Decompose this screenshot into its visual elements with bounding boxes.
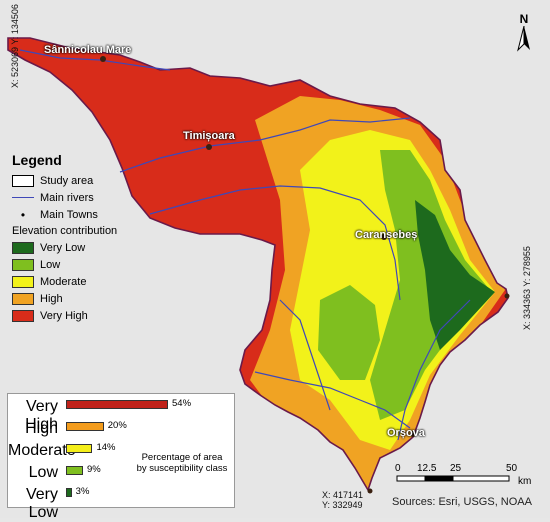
scale-tick-25: 25 <box>450 463 462 474</box>
legend-rivers-label: Main rivers <box>40 191 94 204</box>
bar-very-high <box>66 400 168 409</box>
bar-category-very-high: Very High <box>25 398 58 433</box>
bar-category-very-low: Very Low <box>25 486 58 521</box>
north-arrow-icon <box>517 25 530 52</box>
bar-category-low: Low <box>28 464 58 481</box>
main-rivers <box>19 49 471 441</box>
scale-bar <box>396 475 510 482</box>
high-swatch <box>12 292 34 305</box>
town-label-sannicolau-mare: Sânnicolau Mare <box>44 44 132 56</box>
low-swatch <box>12 258 34 271</box>
bar-label-moderate: 14% <box>96 442 116 453</box>
bar-label-high: 20% <box>107 420 127 431</box>
coordinate-south: X: 417141 Y: 332949 <box>322 490 364 510</box>
legend-class-label: Low <box>40 258 61 271</box>
legend-title: Legend <box>12 152 62 168</box>
legend-towns-label: Main Towns <box>40 208 98 221</box>
bar-category-moderate: Moderate <box>8 442 76 459</box>
legend-class-label: Moderate <box>40 275 87 288</box>
legend-elevation-title: Elevation contribution <box>12 225 118 237</box>
scale-tick-12-5: 12.5 <box>417 463 437 474</box>
town-dot-symbol: • <box>20 207 26 222</box>
scale-unit: km <box>518 476 532 487</box>
sources-credit: Sources: Esri, USGS, NOAA <box>392 496 532 508</box>
legend-class-label: Very High <box>40 309 88 322</box>
town-label-caransebes: Caransebeș <box>355 229 418 241</box>
coordinate-east: X: 334363 Y: 278955 <box>522 246 532 330</box>
moderate-swatch <box>12 275 34 288</box>
very-high-swatch <box>12 309 34 322</box>
scale-tick-0: 0 <box>395 463 401 474</box>
legend-towns: • Main Towns <box>12 206 134 223</box>
river-line-symbol <box>12 197 34 198</box>
legend-class-moderate: Moderate <box>12 273 134 290</box>
north-arrow: N <box>516 12 532 57</box>
coordinate-nw: X: 523069 Y: 134506 <box>10 4 20 88</box>
bar-very-low <box>66 488 72 497</box>
legend-study-area-label: Study area <box>40 174 94 187</box>
legend-rivers: Main rivers <box>12 189 134 206</box>
legend-class-low: Low <box>12 256 134 273</box>
bar-chart-note: Percentage of area by susceptibility cla… <box>136 452 228 474</box>
legend: Legend Study area Main rivers • Main Tow… <box>12 152 134 324</box>
legend-class-very-low: Very Low <box>12 239 134 256</box>
study-area-boundary <box>7 37 509 492</box>
legend-class-high: High <box>12 290 134 307</box>
bar-moderate <box>66 444 93 453</box>
north-arrow-label: N <box>519 12 529 26</box>
study-area-swatch <box>12 174 34 187</box>
legend-class-label: High <box>40 292 63 305</box>
town-markers <box>100 56 510 494</box>
bar-label-very-high: 54% <box>172 398 192 409</box>
scale-tick-50: 50 <box>506 463 518 474</box>
town-label-orsova: Orșova <box>387 427 425 439</box>
bar-label-low: 9% <box>87 464 101 475</box>
town-label-timisoara: Timișoara <box>183 130 235 142</box>
legend-class-very-high: Very High <box>12 307 134 324</box>
bar-high <box>66 422 104 431</box>
bar-low <box>66 466 83 475</box>
bar-label-very-low: 3% <box>75 486 90 497</box>
legend-class-label: Very Low <box>40 241 86 254</box>
very-low-swatch <box>12 241 34 254</box>
susceptibility-bar-chart: Very High 54% High 20% Moderate 14% Low 9% Very … <box>7 393 235 521</box>
legend-study-area: Study area <box>12 172 134 189</box>
bar-category-high: High <box>25 420 58 437</box>
